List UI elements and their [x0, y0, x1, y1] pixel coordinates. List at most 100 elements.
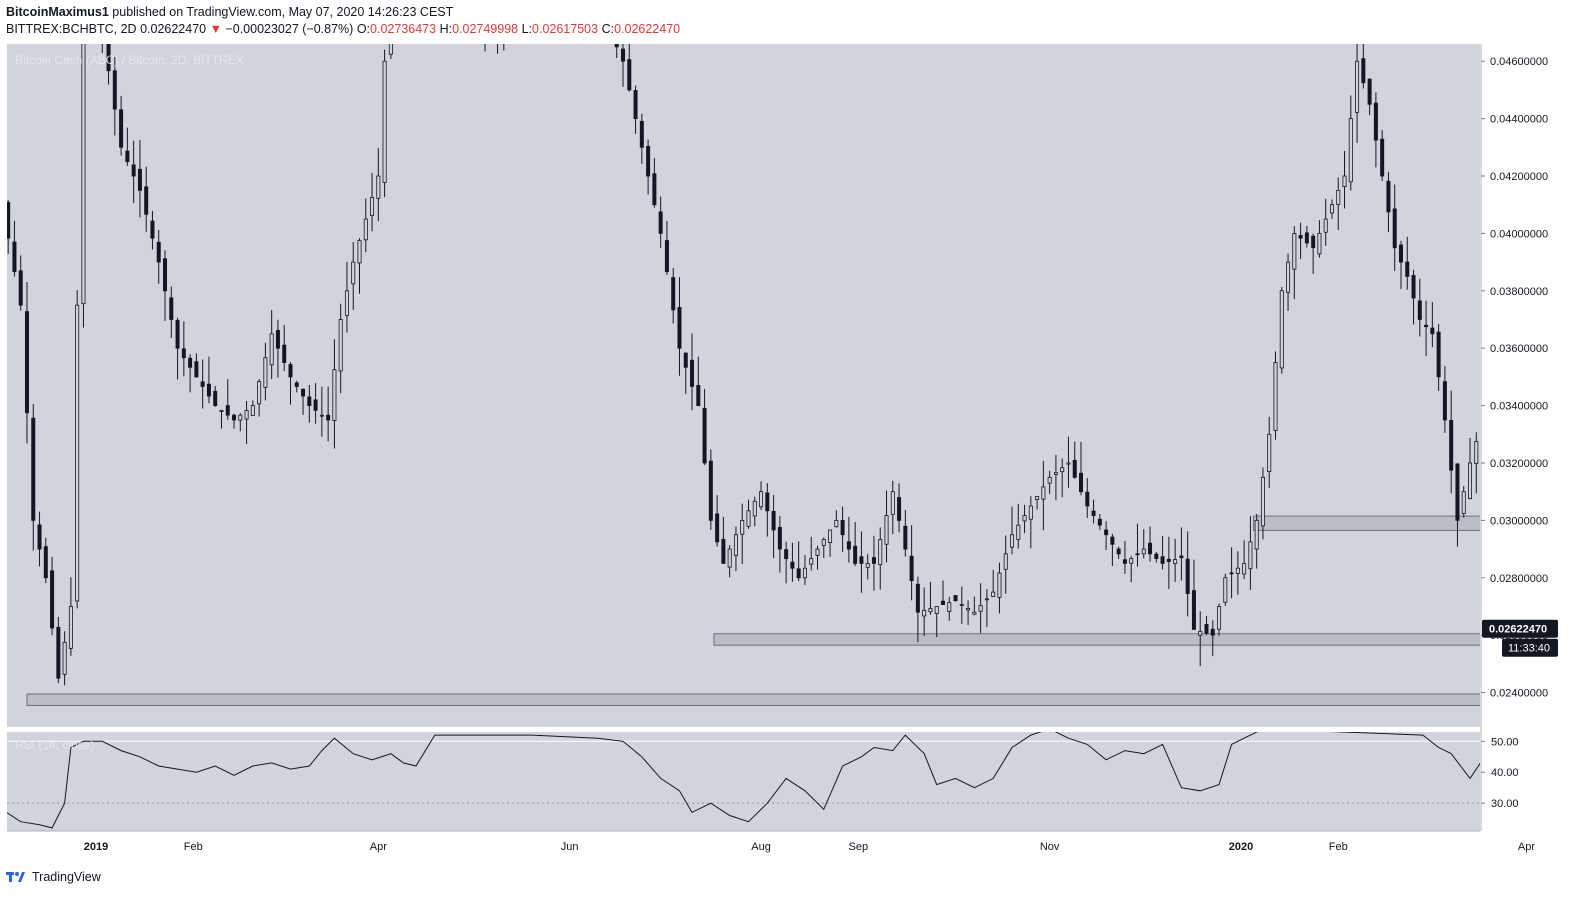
candle[interactable]: [947, 596, 952, 621]
candle[interactable]: [991, 569, 996, 597]
candle[interactable]: [1235, 551, 1240, 595]
candle[interactable]: [903, 509, 908, 557]
candle[interactable]: [1563, 352, 1566, 428]
candle[interactable]: [150, 210, 155, 250]
candle[interactable]: [953, 595, 958, 602]
candle[interactable]: [257, 378, 262, 417]
candle[interactable]: [1210, 620, 1215, 657]
price-pane[interactable]: [0, 0, 1572, 727]
candle[interactable]: [465, 0, 468, 29]
candle[interactable]: [708, 449, 713, 530]
candle[interactable]: [627, 43, 632, 92]
candle[interactable]: [1411, 269, 1416, 325]
candle[interactable]: [1129, 556, 1134, 583]
candle[interactable]: [596, 0, 599, 18]
candle[interactable]: [796, 541, 801, 582]
candle[interactable]: [1373, 92, 1378, 168]
candle[interactable]: [534, 0, 537, 11]
candle[interactable]: [206, 356, 211, 404]
candle[interactable]: [75, 290, 80, 609]
candle[interactable]: [439, 0, 442, 10]
candle[interactable]: [1016, 503, 1021, 549]
candle[interactable]: [915, 576, 920, 643]
candle[interactable]: [1135, 523, 1140, 567]
candle[interactable]: [225, 379, 230, 420]
candle[interactable]: [119, 95, 124, 156]
candle[interactable]: [671, 267, 676, 324]
candle[interactable]: [1367, 78, 1372, 116]
candle[interactable]: [784, 541, 789, 584]
candle[interactable]: [1154, 552, 1159, 563]
candle[interactable]: [263, 342, 268, 401]
candle[interactable]: [1424, 300, 1429, 356]
candle[interactable]: [1519, 372, 1522, 404]
candle[interactable]: [288, 362, 293, 405]
candle[interactable]: [897, 483, 902, 533]
candle[interactable]: [1097, 514, 1102, 530]
candle[interactable]: [1223, 573, 1228, 606]
candle[interactable]: [1254, 513, 1259, 569]
candle[interactable]: [137, 140, 142, 218]
candle[interactable]: [156, 229, 161, 284]
candle[interactable]: [1386, 171, 1391, 233]
candle[interactable]: [1047, 470, 1052, 495]
candle[interactable]: [909, 525, 914, 601]
rsi-line[interactable]: [0, 729, 1572, 829]
candle[interactable]: [984, 589, 989, 627]
candle[interactable]: [1417, 278, 1422, 337]
candle[interactable]: [1022, 504, 1027, 534]
candle[interactable]: [101, 3, 104, 53]
candle[interactable]: [496, 22, 499, 54]
candle[interactable]: [865, 553, 870, 580]
candle[interactable]: [1292, 226, 1297, 300]
candle[interactable]: [1273, 351, 1278, 440]
candle[interactable]: [43, 537, 48, 584]
support-zone-2[interactable]: [713, 633, 1572, 646]
candle[interactable]: [458, 5, 461, 9]
candle[interactable]: [746, 499, 751, 529]
candle[interactable]: [1229, 547, 1234, 599]
candle[interactable]: [790, 542, 795, 582]
candle[interactable]: [1317, 220, 1322, 258]
candle[interactable]: [1461, 486, 1466, 518]
candle[interactable]: [940, 580, 945, 605]
candle[interactable]: [997, 562, 1002, 614]
candle[interactable]: [571, 0, 574, 17]
candle[interactable]: [1279, 287, 1284, 374]
candle[interactable]: [1298, 222, 1303, 259]
candle[interactable]: [307, 384, 312, 423]
candle[interactable]: [181, 321, 186, 377]
candle[interactable]: [802, 554, 807, 585]
candle[interactable]: [577, 0, 580, 10]
candle[interactable]: [382, 49, 387, 198]
candle[interactable]: [200, 359, 205, 409]
candle[interactable]: [1035, 496, 1040, 510]
candle[interactable]: [1166, 536, 1171, 590]
candle[interactable]: [934, 606, 939, 638]
candle[interactable]: [846, 516, 851, 563]
candle[interactable]: [853, 522, 858, 567]
candle[interactable]: [1355, 41, 1360, 143]
candle[interactable]: [1361, 29, 1366, 89]
candle[interactable]: [721, 516, 726, 564]
candle[interactable]: [370, 172, 375, 232]
candle[interactable]: [194, 353, 199, 378]
candle[interactable]: [1085, 478, 1090, 518]
candle[interactable]: [0, 168, 3, 229]
candle[interactable]: [1392, 184, 1397, 271]
candle[interactable]: [759, 481, 764, 511]
author-name[interactable]: BitcoinMaximus1: [6, 5, 109, 19]
candle[interactable]: [1405, 236, 1410, 290]
candle[interactable]: [94, 11, 97, 24]
candle[interactable]: [238, 413, 243, 432]
candle[interactable]: [890, 480, 895, 535]
candle[interactable]: [658, 196, 663, 248]
candle[interactable]: [275, 319, 280, 378]
candle[interactable]: [12, 220, 17, 277]
candle[interactable]: [859, 531, 864, 593]
candle[interactable]: [357, 238, 362, 294]
candle[interactable]: [1010, 506, 1015, 555]
candle[interactable]: [282, 324, 287, 372]
candle[interactable]: [1455, 462, 1460, 547]
candle[interactable]: [1304, 225, 1309, 248]
